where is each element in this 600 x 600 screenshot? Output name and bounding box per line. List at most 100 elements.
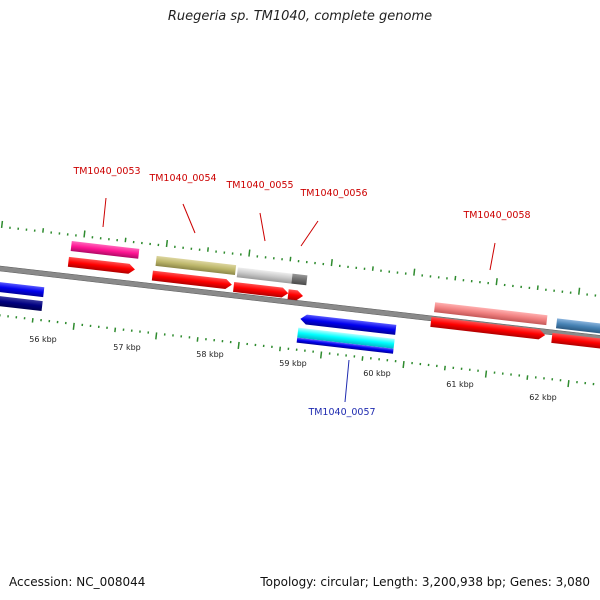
scale-tick <box>17 227 20 230</box>
cds-arrow-0055[interactable] <box>233 281 289 298</box>
gene-bar-0057-blue[interactable] <box>296 337 394 354</box>
cds-arrow-0058[interactable] <box>430 316 546 340</box>
scale-tick <box>361 356 364 361</box>
scale-label-58: 58 kbp <box>196 350 224 359</box>
scale-tick <box>561 290 564 293</box>
cds-arrow-0056[interactable] <box>287 289 304 301</box>
scale-tick <box>594 294 597 297</box>
scale-tick <box>25 228 28 231</box>
scale-tick <box>165 239 169 248</box>
gene-label-0057[interactable]: TM1040_0057 <box>307 407 375 418</box>
scale-label-62: 62 kbp <box>529 393 557 402</box>
gene-bar-0053[interactable] <box>70 241 140 259</box>
genome-title: Ruegeria sp. TM1040, complete genome <box>167 9 433 24</box>
scale-tick <box>97 325 100 329</box>
scale-tick <box>114 327 117 333</box>
scale-tick <box>172 334 174 337</box>
scale-tick <box>569 291 572 294</box>
scale-tick <box>139 330 141 333</box>
scale-tick <box>297 259 300 263</box>
scale-tick <box>72 322 75 330</box>
scale-tick <box>520 285 523 289</box>
upper-tick-row <box>0 220 597 297</box>
scale-label-57: 57 kbp <box>113 343 141 352</box>
gene-label-0056[interactable]: TM1040_0056 <box>299 188 367 199</box>
scale-tick <box>281 258 283 261</box>
scale-tick <box>272 257 275 260</box>
scale-tick <box>337 353 339 356</box>
scale-tick <box>196 337 199 342</box>
gene-label-0058[interactable]: TM1040_0058 <box>462 210 530 221</box>
scale-tick <box>512 284 514 288</box>
scale-tick <box>394 359 397 363</box>
scale-tick <box>108 238 110 241</box>
reverse-arrow-left[interactable] <box>0 280 45 298</box>
scale-tick <box>289 256 292 262</box>
gene-bar-0058[interactable] <box>434 302 548 326</box>
scale-tick <box>543 377 545 380</box>
gene-bar-0055[interactable] <box>236 267 293 284</box>
gene-bar-0057-cyan[interactable] <box>297 327 395 349</box>
scale-tick <box>66 233 69 236</box>
scale-tick <box>124 237 127 243</box>
gene-label-0053[interactable]: TM1040_0053 <box>72 166 140 177</box>
scale-tick <box>7 315 9 318</box>
scale-label-59: 59 kbp <box>279 359 307 368</box>
scale-tick <box>295 348 298 351</box>
scale-tick <box>396 271 399 274</box>
cds-arrow-next[interactable] <box>551 332 600 350</box>
scale-tick <box>510 373 512 376</box>
scale-tick <box>262 344 265 348</box>
scale-tick <box>586 293 588 296</box>
scale-tick <box>149 242 152 246</box>
scale-tick <box>534 376 537 379</box>
scale-tick <box>254 343 257 347</box>
accession-text: Accession: NC_008044 <box>9 575 146 589</box>
cds-arrow-0057[interactable] <box>300 314 397 335</box>
scale-tick <box>231 252 234 255</box>
scale-tick <box>89 324 92 328</box>
scale-tick <box>130 329 133 332</box>
scale-tick <box>182 246 184 249</box>
scale-tick <box>155 332 158 340</box>
scale-tick <box>388 270 391 273</box>
scale-tick <box>15 316 18 319</box>
scale-tick <box>256 255 259 258</box>
scale-tick <box>42 228 45 233</box>
scale-tick <box>584 381 587 385</box>
scale-tick <box>40 318 42 322</box>
scale-tick <box>559 379 562 382</box>
scale-tick <box>99 237 102 240</box>
gene-bar-next[interactable] <box>555 318 600 335</box>
reverse-bar-left[interactable] <box>0 294 43 312</box>
scale-tick <box>503 283 506 287</box>
gene-label-0055[interactable]: TM1040_0055 <box>225 180 293 191</box>
cds-arrow-0053[interactable] <box>67 256 136 275</box>
scale-tick <box>518 374 521 377</box>
gene-bar-0054[interactable] <box>155 255 237 276</box>
scale-tick <box>48 319 51 323</box>
scale-tick <box>312 350 315 353</box>
scale-tick <box>386 359 389 362</box>
scale-tick <box>223 251 226 254</box>
scale-tick <box>501 372 504 375</box>
scale-tick <box>487 281 490 285</box>
scale-label-61: 61 kbp <box>446 380 474 389</box>
scale-tick <box>147 331 150 334</box>
scale-tick <box>551 378 554 381</box>
cds-arrow-0054[interactable] <box>151 270 233 290</box>
scale-tick <box>462 279 465 282</box>
scale-tick <box>427 363 430 367</box>
scale-tick <box>353 355 356 358</box>
scale-tick <box>380 269 382 272</box>
scale-tick <box>188 336 191 339</box>
scale-tick <box>314 261 316 265</box>
gene-label-0054[interactable]: TM1040_0054 <box>148 173 216 184</box>
scale-tick <box>237 341 240 349</box>
scale-tick <box>198 248 201 251</box>
scale-tick <box>347 265 349 269</box>
gene-bar-0056[interactable] <box>291 273 308 286</box>
scale-tick <box>271 345 273 349</box>
scale-tick <box>75 234 77 237</box>
